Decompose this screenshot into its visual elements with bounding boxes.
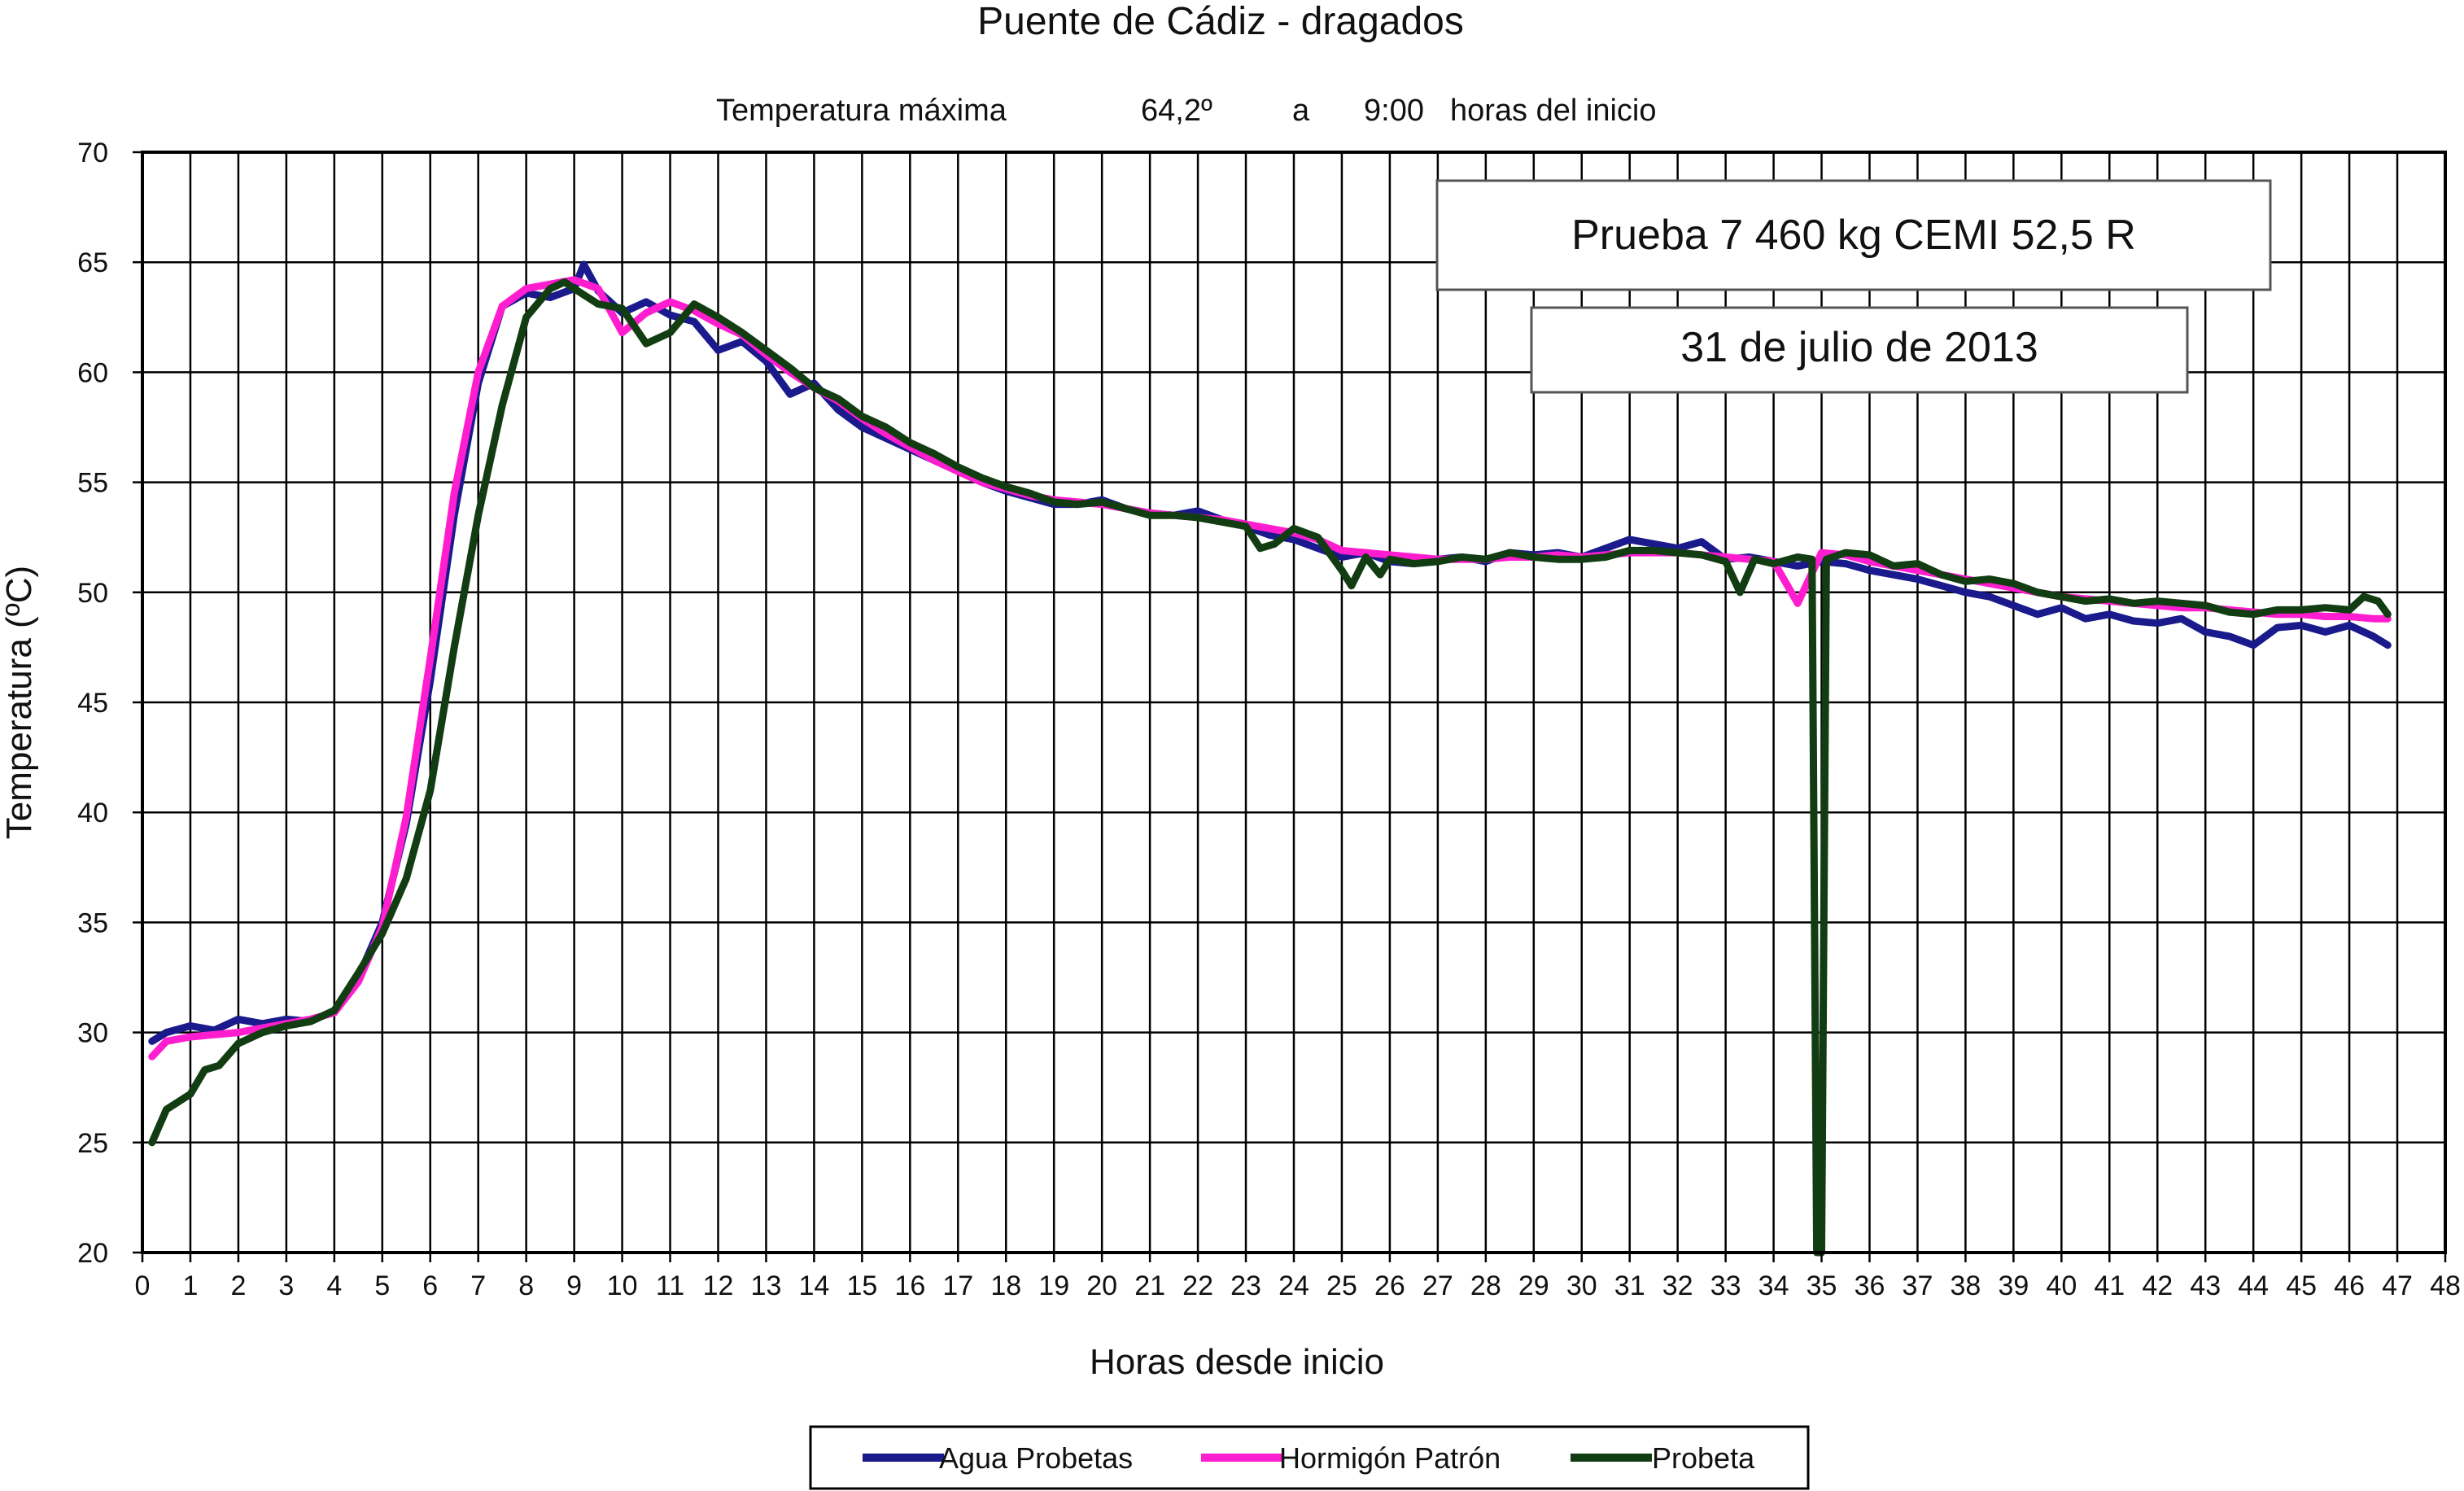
- subtitle-suffix: horas del inicio: [1450, 94, 1656, 128]
- x-tick-label: 19: [1038, 1270, 1069, 1301]
- series-layer: [148, 260, 2392, 1257]
- subtitle-time: 9:00: [1364, 94, 1424, 128]
- x-tick-label: 38: [1951, 1270, 1981, 1301]
- legend-frame: [809, 1425, 1810, 1490]
- x-tick-label: 15: [846, 1270, 877, 1301]
- x-tick-label: 40: [2046, 1270, 2077, 1301]
- x-tick-label: 21: [1134, 1270, 1165, 1301]
- x-tick-label: 9: [566, 1270, 582, 1301]
- y-tick-label: 25: [77, 1128, 108, 1159]
- annotation-test-text: Prueba 7 460 kg CEMI 52,5 R: [1571, 212, 2136, 259]
- x-tick-label: 46: [2334, 1270, 2365, 1301]
- x-tick-label: 16: [894, 1270, 925, 1301]
- y-tick-label: 60: [77, 357, 108, 388]
- x-tick-label: 39: [1998, 1270, 2029, 1301]
- subtitle-value: 64,2º: [1141, 94, 1212, 128]
- series-line-probeta: [148, 278, 2392, 1257]
- legend-label-hormigon-patron: Hormigón Patrón: [1279, 1441, 1501, 1475]
- legend: Agua Probetas Hormigón Patrón Probeta: [809, 1425, 1810, 1490]
- y-tick-label: 65: [77, 247, 108, 278]
- annotation-box-test: Prueba 7 460 kg CEMI 52,5 R: [1435, 179, 2272, 291]
- y-tick-label: 30: [77, 1018, 108, 1049]
- x-tick-label: 26: [1374, 1270, 1405, 1301]
- annotation-date-text: 31 de julio de 2013: [1680, 324, 2038, 371]
- x-tick-label: 22: [1182, 1270, 1213, 1301]
- x-tick-label: 37: [1903, 1270, 1933, 1301]
- x-tick-label: 14: [799, 1270, 830, 1301]
- chart-title: Puente de Cádiz - dragados: [977, 0, 1464, 43]
- x-tick-label: 11: [656, 1270, 684, 1301]
- x-tick-label: 20: [1086, 1270, 1117, 1301]
- x-tick-label: 24: [1278, 1270, 1309, 1301]
- annotation-box-test-frame: [1435, 179, 2272, 291]
- x-tick-label: 34: [1758, 1270, 1789, 1301]
- x-tick-label: 17: [942, 1270, 973, 1301]
- y-tick-label: 55: [77, 468, 108, 499]
- x-tick-label: 27: [1422, 1270, 1453, 1301]
- x-tick-label: 7: [470, 1270, 486, 1301]
- x-tick-label: 29: [1518, 1270, 1549, 1301]
- x-tick-label: 23: [1230, 1270, 1261, 1301]
- chart-subtitle: Temperatura máxima 64,2º a 9:00 horas de…: [716, 94, 1656, 128]
- x-axis-label: Horas desde inicio: [1090, 1342, 1384, 1382]
- y-tick-labels: 20 25 30 35 40 45 50 55 60 65 70: [77, 138, 142, 1269]
- x-tick-label: 45: [2286, 1270, 2317, 1301]
- subtitle-label: Temperatura máxima: [716, 94, 1007, 128]
- x-tick-label: 36: [1855, 1270, 1885, 1301]
- x-tick-label: 42: [2142, 1270, 2173, 1301]
- legend-label-probeta: Probeta: [1652, 1441, 1755, 1475]
- x-tick-label: 8: [518, 1270, 534, 1301]
- y-tick-label: 40: [77, 798, 108, 829]
- subtitle-connector: a: [1292, 94, 1310, 128]
- x-tick-label: 18: [990, 1270, 1021, 1301]
- x-tick-label: 31: [1614, 1270, 1645, 1301]
- x-tick-label: 5: [374, 1270, 390, 1301]
- x-tick-label: 6: [422, 1270, 438, 1301]
- x-tick-label: 12: [703, 1270, 734, 1301]
- x-tick-label: 4: [326, 1270, 342, 1301]
- x-tick-label: 47: [2382, 1270, 2413, 1301]
- y-tick-label: 20: [77, 1238, 108, 1269]
- x-tick-label: 0: [135, 1270, 151, 1301]
- x-tick-label: 30: [1566, 1270, 1597, 1301]
- x-tick-label: 44: [2238, 1270, 2269, 1301]
- x-tick-label: 10: [607, 1270, 638, 1301]
- x-tick-label: 48: [2430, 1270, 2461, 1301]
- legend-label-agua-probetas: Agua Probetas: [939, 1441, 1133, 1475]
- x-tick-label: 32: [1662, 1270, 1693, 1301]
- y-axis-label: Temperatura (ºC): [0, 566, 39, 839]
- x-tick-labels: 0 1 2 3 4 5 6 7 8 9 10 11 12 13 14 15 16 17 18 19 20 21 22 23 24…: [135, 1253, 2461, 1301]
- x-tick-label: 2: [230, 1270, 246, 1301]
- x-tick-label: 3: [278, 1270, 294, 1301]
- x-tick-label: 33: [1710, 1270, 1741, 1301]
- y-tick-label: 70: [77, 138, 108, 168]
- y-tick-label: 50: [77, 578, 108, 609]
- x-tick-label: 35: [1806, 1270, 1837, 1301]
- annotation-box-date: 31 de julio de 2013: [1530, 306, 2189, 394]
- annotation-box-date-frame: [1530, 306, 2189, 394]
- x-tick-label: 1: [182, 1270, 198, 1301]
- x-tick-label: 41: [2094, 1270, 2125, 1301]
- x-tick-label: 28: [1470, 1270, 1501, 1301]
- x-tick-label: 13: [751, 1270, 782, 1301]
- y-tick-label: 45: [77, 688, 108, 719]
- x-tick-label: 43: [2190, 1270, 2221, 1301]
- y-tick-label: 35: [77, 907, 108, 938]
- x-tick-label: 25: [1326, 1270, 1357, 1301]
